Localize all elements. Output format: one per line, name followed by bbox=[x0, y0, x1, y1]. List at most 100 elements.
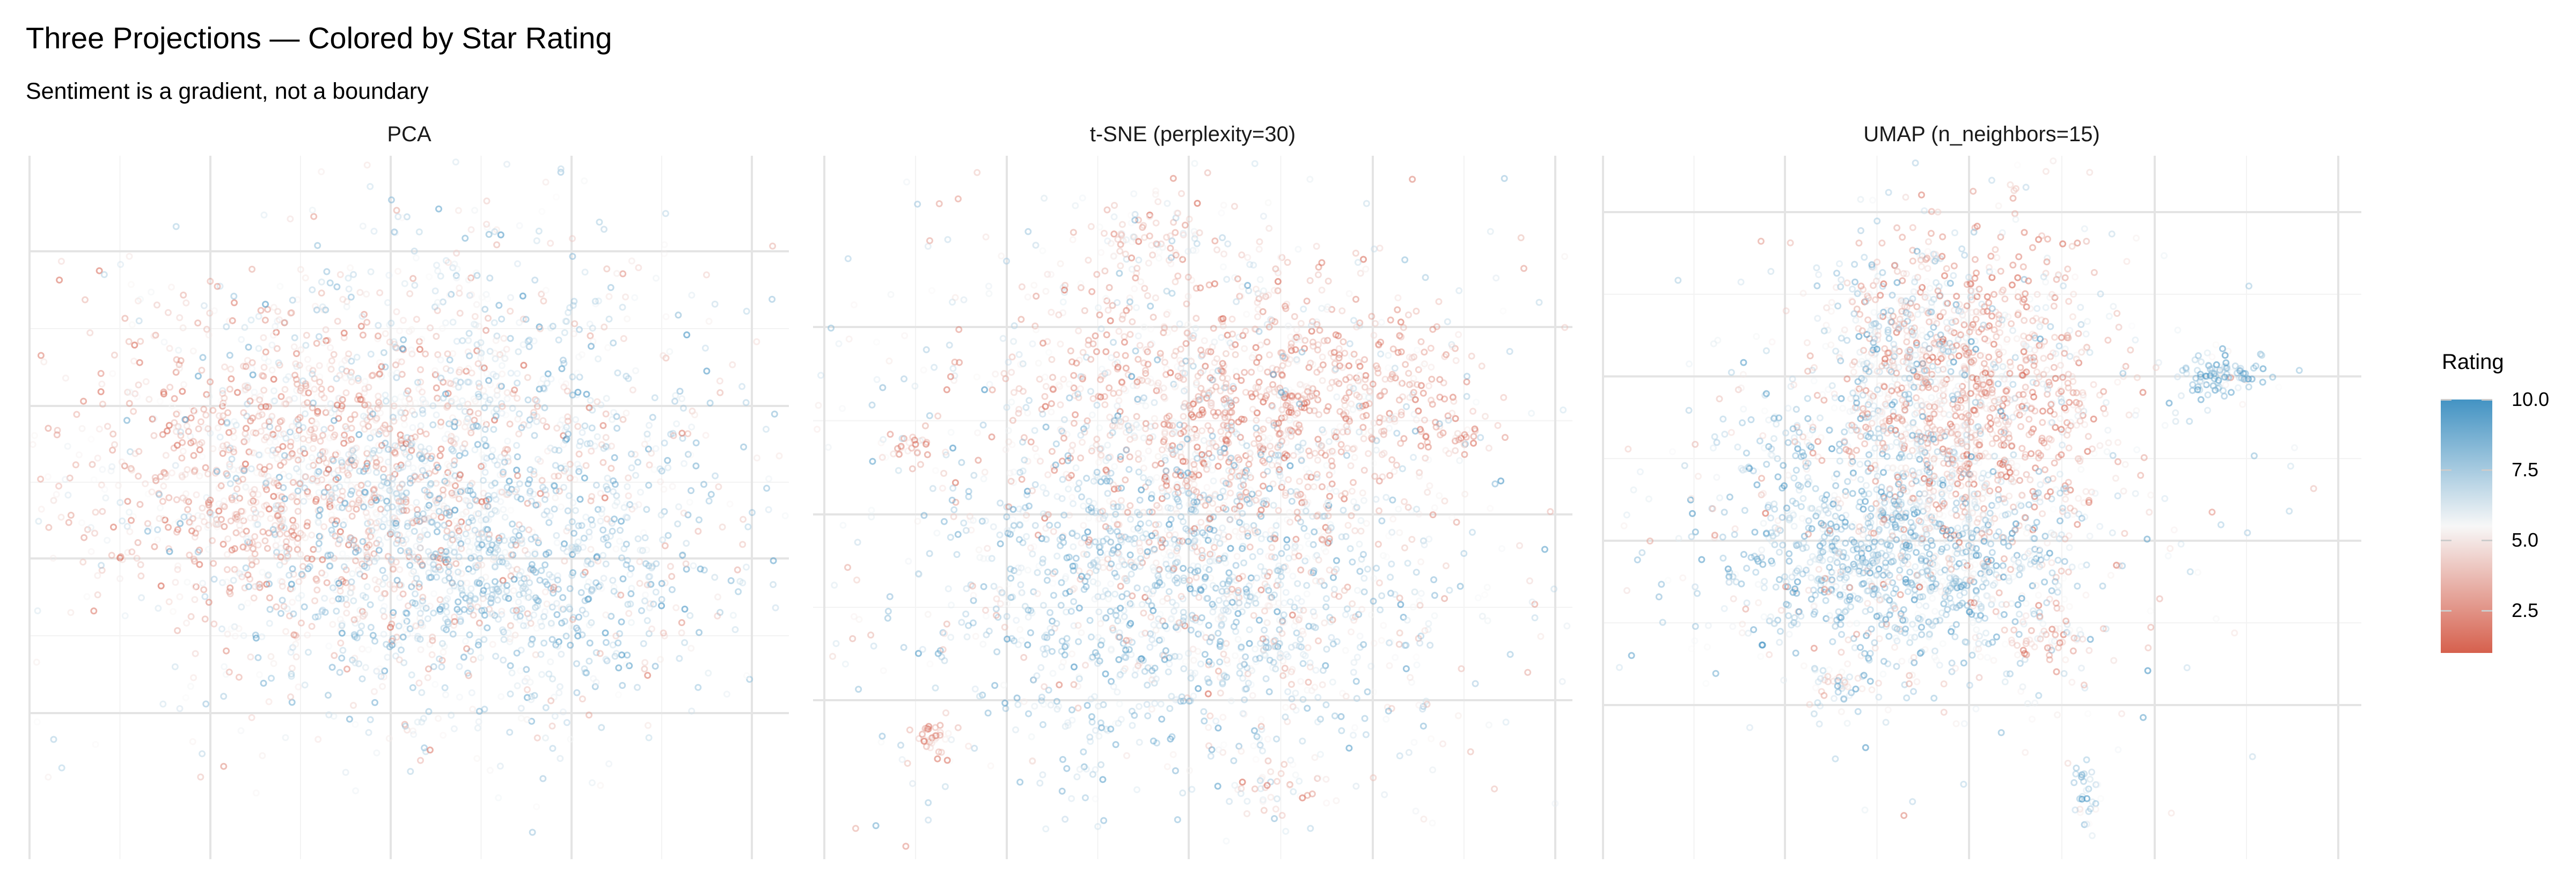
data-point bbox=[719, 524, 726, 531]
data-point bbox=[276, 316, 283, 323]
data-point bbox=[375, 332, 382, 340]
data-point bbox=[416, 533, 424, 541]
data-point bbox=[599, 551, 607, 559]
data-point bbox=[300, 498, 308, 505]
data-point bbox=[1287, 433, 1295, 440]
data-point bbox=[565, 492, 573, 499]
data-point bbox=[481, 706, 488, 713]
data-point bbox=[219, 412, 227, 419]
data-point bbox=[317, 438, 324, 445]
data-point bbox=[291, 372, 298, 379]
data-point bbox=[38, 505, 45, 513]
data-point bbox=[283, 549, 290, 556]
data-point bbox=[591, 442, 598, 450]
data-point bbox=[281, 505, 288, 512]
data-point bbox=[413, 555, 421, 563]
data-point bbox=[525, 614, 533, 622]
data-point bbox=[329, 621, 336, 628]
data-point bbox=[471, 553, 478, 561]
data-point bbox=[415, 228, 423, 236]
data-point bbox=[460, 511, 467, 518]
data-point bbox=[523, 716, 531, 723]
data-point bbox=[470, 395, 478, 403]
data-point bbox=[610, 488, 617, 496]
data-point bbox=[1160, 323, 1168, 330]
data-point bbox=[178, 454, 186, 462]
data-point bbox=[474, 441, 481, 448]
data-point bbox=[1136, 342, 1144, 349]
data-point bbox=[245, 344, 252, 351]
data-point bbox=[348, 435, 355, 443]
data-point bbox=[1099, 776, 1107, 783]
data-point bbox=[302, 342, 310, 349]
data-point bbox=[367, 543, 375, 550]
data-point bbox=[319, 556, 326, 563]
data-point bbox=[506, 635, 514, 643]
data-point bbox=[1289, 611, 1296, 619]
data-point bbox=[298, 571, 305, 578]
data-point bbox=[581, 569, 589, 576]
data-point bbox=[1135, 332, 1142, 340]
data-point bbox=[605, 293, 613, 300]
data-point bbox=[676, 388, 684, 395]
data-point bbox=[271, 433, 279, 440]
data-point bbox=[431, 371, 439, 379]
data-point bbox=[499, 582, 507, 590]
data-point bbox=[643, 430, 651, 438]
data-point bbox=[455, 419, 462, 427]
data-point bbox=[426, 273, 433, 280]
data-point bbox=[581, 177, 588, 185]
data-point bbox=[318, 278, 325, 286]
data-point bbox=[550, 590, 557, 597]
data-point bbox=[186, 519, 193, 526]
data-point bbox=[591, 683, 599, 691]
data-point bbox=[438, 640, 446, 647]
data-point bbox=[672, 392, 679, 400]
data-point bbox=[588, 343, 595, 350]
data-point bbox=[1298, 348, 1306, 356]
data-point bbox=[684, 430, 692, 438]
data-point bbox=[422, 350, 429, 358]
data-point bbox=[469, 480, 475, 487]
data-point bbox=[279, 583, 286, 590]
data-point bbox=[226, 463, 233, 470]
data-point bbox=[104, 536, 111, 544]
data-point bbox=[380, 630, 387, 638]
data-point bbox=[354, 396, 361, 403]
data-point bbox=[456, 403, 463, 411]
data-point bbox=[407, 475, 414, 482]
data-point bbox=[252, 634, 260, 642]
data-point bbox=[274, 512, 282, 519]
data-point bbox=[594, 433, 601, 440]
data-point bbox=[575, 613, 582, 621]
data-point bbox=[536, 386, 543, 393]
data-point bbox=[1372, 436, 1379, 443]
data-point bbox=[1024, 409, 1031, 417]
data-point bbox=[868, 513, 875, 521]
data-point bbox=[517, 568, 525, 575]
data-point bbox=[1335, 593, 1343, 600]
data-point bbox=[455, 543, 463, 551]
data-point bbox=[182, 497, 190, 504]
data-point bbox=[274, 317, 281, 325]
data-point bbox=[524, 338, 532, 345]
data-point bbox=[266, 477, 273, 484]
data-point bbox=[45, 524, 53, 531]
data-point bbox=[636, 547, 644, 554]
data-point bbox=[1086, 616, 1094, 624]
data-point bbox=[348, 424, 355, 432]
data-point bbox=[164, 309, 172, 316]
data-point bbox=[491, 555, 499, 562]
data-point bbox=[561, 618, 568, 625]
data-point bbox=[1093, 348, 1100, 355]
data-point bbox=[1080, 502, 1087, 510]
data-point bbox=[583, 561, 590, 568]
data-point bbox=[1255, 435, 1262, 442]
data-point bbox=[603, 657, 611, 665]
data-point bbox=[450, 582, 458, 590]
data-point bbox=[389, 475, 396, 483]
data-point bbox=[624, 557, 631, 564]
data-point bbox=[408, 447, 415, 454]
data-point bbox=[406, 562, 414, 569]
data-point bbox=[594, 506, 602, 513]
